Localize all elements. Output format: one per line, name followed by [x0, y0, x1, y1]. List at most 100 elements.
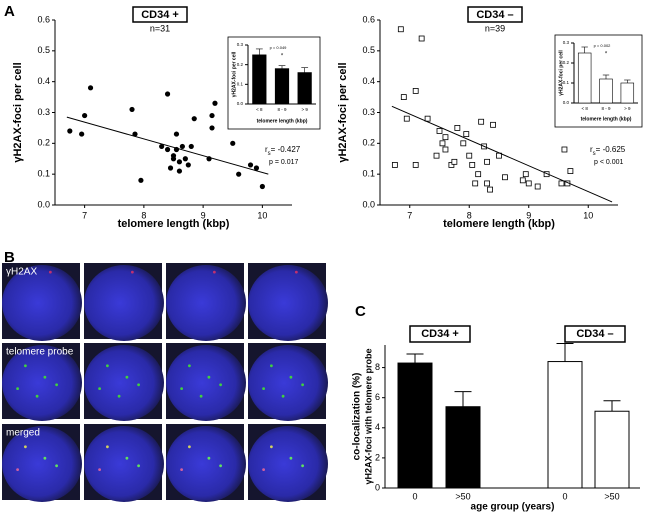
point	[466, 152, 473, 159]
point	[173, 131, 180, 137]
point	[253, 165, 260, 171]
x-tick-label: 7	[82, 210, 87, 220]
focus	[43, 456, 47, 460]
point	[525, 180, 532, 187]
legend-box	[409, 325, 471, 343]
y-tick-label: 0	[375, 482, 380, 492]
y-tick-label: 0.6	[362, 14, 375, 24]
focus	[180, 468, 184, 471]
point	[454, 125, 461, 131]
chart-title: CD34 +	[141, 9, 179, 21]
annotation: rs= -0.625	[590, 145, 626, 156]
point	[433, 152, 440, 159]
y-tick-label: 0.5	[362, 45, 375, 55]
point	[176, 159, 183, 165]
focus	[262, 387, 265, 390]
focus	[207, 456, 211, 460]
title-box	[132, 6, 188, 23]
y-tick-label: 0.0	[237, 101, 244, 106]
point	[442, 134, 449, 141]
x-tick-label: 0	[562, 491, 567, 501]
point	[236, 171, 242, 177]
point	[412, 162, 419, 168]
annotation: rs= -0.427	[265, 145, 301, 156]
bar	[599, 78, 613, 104]
legend-box	[564, 325, 626, 343]
point	[424, 115, 431, 122]
point	[129, 106, 135, 113]
point	[484, 180, 491, 187]
nucleus	[248, 345, 328, 421]
y-tick-label: 4	[375, 422, 380, 432]
focus	[262, 468, 265, 471]
y-tick-label: 0.0	[563, 100, 570, 105]
focus	[117, 394, 121, 398]
point	[185, 162, 191, 168]
annotation-part: = -0.625	[596, 145, 626, 154]
focus	[289, 375, 293, 379]
focus	[207, 375, 211, 379]
point	[79, 131, 85, 137]
bar	[620, 82, 635, 104]
focus	[55, 383, 58, 387]
x-tick-label: 7	[407, 210, 412, 220]
bar	[577, 52, 592, 104]
nucleus	[248, 265, 328, 341]
y-tick-label: 0.4	[37, 76, 50, 86]
point	[67, 128, 73, 134]
point	[230, 140, 236, 146]
focus	[16, 387, 19, 390]
point	[484, 158, 491, 165]
point	[460, 140, 467, 147]
y-axis-label: γH2AX-foci per cell	[337, 62, 349, 162]
point	[209, 112, 215, 119]
annotation: *	[605, 52, 608, 58]
x-tick-label: > 9	[301, 107, 308, 112]
focus	[301, 383, 304, 387]
point	[82, 112, 88, 119]
x-tick-label: 8 - 9	[277, 107, 287, 112]
focus	[106, 445, 109, 449]
point	[164, 146, 171, 153]
point	[132, 131, 138, 137]
nucleus	[166, 265, 246, 341]
point	[487, 186, 493, 193]
y-tick-label: 0.2	[563, 60, 570, 65]
y-axis-label: γH2AX-foci per cell	[12, 62, 24, 162]
focus	[188, 445, 191, 449]
point	[472, 180, 479, 187]
y-tick-label: 0.1	[37, 169, 50, 179]
focus	[24, 445, 27, 449]
x-tick-label: < 8	[256, 107, 263, 112]
y-tick-label: 0.2	[362, 138, 375, 148]
point	[400, 94, 407, 100]
y-tick-label: 0.3	[563, 40, 570, 45]
point	[490, 121, 496, 128]
point	[259, 183, 265, 190]
y-tick-label: 0.1	[362, 169, 375, 179]
point	[209, 125, 215, 131]
point	[391, 162, 398, 168]
y-tick-label: 0.1	[237, 82, 244, 87]
y-tick-label: 0.6	[37, 14, 50, 24]
point	[469, 162, 476, 168]
x-axis-label: telomere length (kbp)	[581, 116, 632, 122]
point	[519, 177, 526, 184]
x-tick-label: >50	[604, 491, 619, 501]
point	[502, 174, 508, 181]
focus	[281, 394, 285, 398]
point	[475, 171, 482, 178]
annotation-part: r	[265, 145, 268, 154]
point	[403, 115, 410, 122]
point	[522, 171, 529, 178]
x-axis-label: telomere length (kbp)	[443, 218, 555, 230]
y-tick-label: 0.2	[37, 138, 50, 148]
point	[170, 153, 177, 159]
x-tick-label: 9	[201, 210, 206, 220]
point	[138, 177, 144, 183]
point	[397, 26, 404, 33]
bar	[547, 361, 583, 489]
y-axis-label: γH2AX-foci per cell	[231, 51, 237, 97]
y-tick-label: 0.3	[37, 107, 50, 117]
